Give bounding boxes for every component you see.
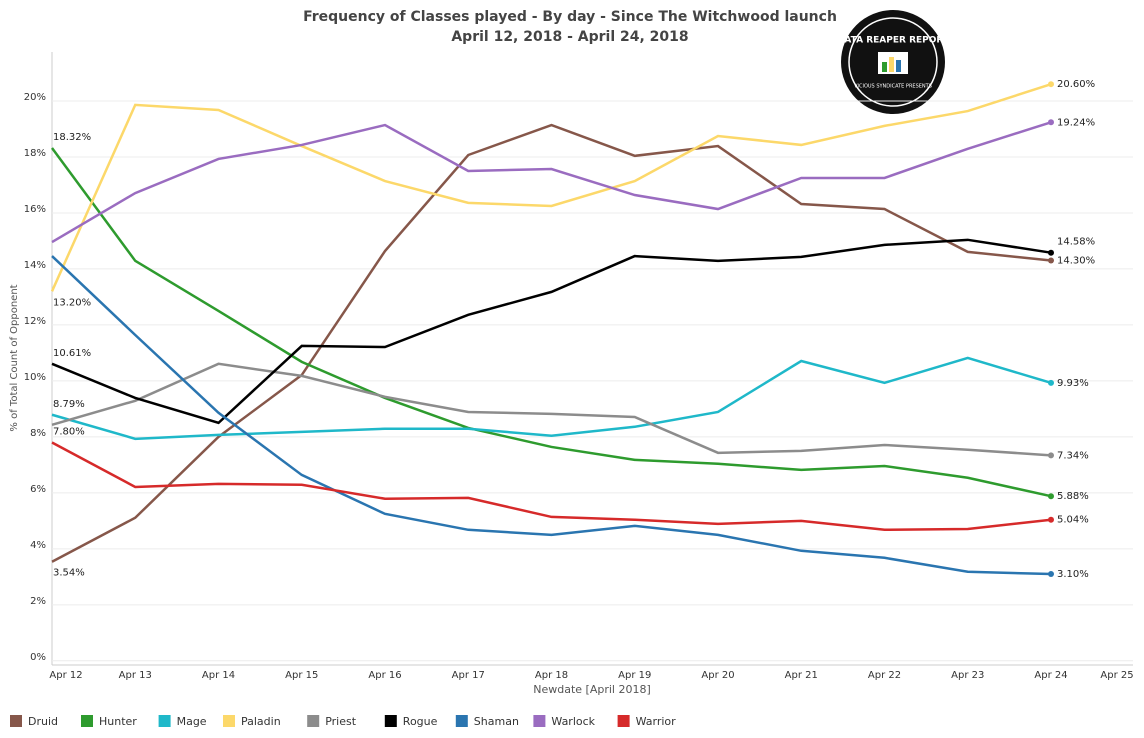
y-tick-label: 0%: [30, 652, 46, 663]
legend-swatch: [81, 715, 93, 727]
logo-icon: [882, 62, 887, 72]
end-point: [1048, 81, 1054, 88]
data-label: 7.80%: [53, 426, 85, 437]
y-tick-label: 8%: [30, 428, 46, 439]
data-label: 5.88%: [1057, 491, 1089, 502]
end-point: [1048, 452, 1054, 459]
data-label: 14.58%: [1057, 237, 1095, 248]
legend-label: Hunter: [99, 715, 137, 728]
series-line: [50, 147, 1052, 498]
x-tick-label: Apr 12: [49, 670, 82, 681]
series-line: [51, 362, 1052, 457]
data-label: 10.61%: [53, 348, 91, 359]
end-point: [1048, 257, 1054, 264]
logo: DATA REAPER REPORT VICIOUS SYNDICATE PRE…: [837, 10, 950, 114]
data-label: 5.04%: [1057, 515, 1089, 526]
logo-icon: [889, 57, 894, 72]
legend-swatch: [384, 715, 397, 727]
x-tick-label: Apr 21: [785, 670, 818, 681]
x-tick-label: Apr 23: [951, 670, 984, 681]
x-tick-label: Apr 15: [285, 670, 318, 681]
legend-swatch: [158, 715, 171, 727]
legend-label: Priest: [325, 715, 357, 728]
data-label: 19.24%: [1057, 117, 1095, 128]
x-tick-label: Apr 14: [202, 670, 235, 681]
logo-icon: [896, 60, 901, 72]
y-axis-label: % of Total Count of Opponent: [9, 284, 20, 431]
legend-swatch: [223, 715, 235, 727]
legend-label: Rogue: [403, 715, 438, 728]
y-tick-label: 14%: [24, 260, 46, 271]
x-tick-label: Apr 24: [1034, 670, 1067, 681]
logo-text: DATA REAPER REPORT: [837, 36, 950, 46]
y-tick-label: 18%: [24, 148, 46, 159]
legend-label: Paladin: [241, 715, 281, 728]
legend-label: Druid: [28, 715, 58, 728]
y-tick-label: 6%: [30, 484, 46, 495]
x-axis-label: Newdate [April 2018]: [533, 683, 651, 696]
series-line: [50, 82, 1052, 292]
y-tick-label: 20%: [24, 92, 46, 103]
y-tick-label: 12%: [24, 316, 46, 327]
y-tick-label: 16%: [24, 204, 46, 215]
x-tick-label: Apr 22: [868, 670, 901, 681]
x-tick-label: Apr 20: [701, 670, 734, 681]
legend-swatch: [455, 715, 468, 727]
legend-swatch: [533, 715, 546, 727]
end-point: [1048, 516, 1054, 523]
x-tick-label: Apr 16: [368, 670, 401, 681]
legend-label: Mage: [177, 715, 207, 728]
logo-subtext: VICIOUS SYNDICATE PRESENTS: [854, 84, 932, 90]
series-line: [51, 238, 1052, 425]
end-point: [1048, 379, 1054, 386]
chart-subtitle: April 12, 2018 - April 24, 2018: [451, 29, 688, 45]
logo-ring: [848, 17, 938, 107]
series-line: [51, 441, 1052, 532]
series-line: [51, 356, 1052, 441]
data-label: 14.30%: [1057, 256, 1095, 267]
legend-swatch: [307, 715, 320, 727]
data-label: 18.32%: [53, 132, 91, 143]
data-label: 9.93%: [1057, 378, 1089, 389]
y-tick-label: 4%: [30, 540, 46, 551]
x-tick-label: Apr 17: [452, 670, 485, 681]
data-label: 3.10%: [1057, 569, 1089, 580]
end-point: [1048, 493, 1054, 500]
x-tick-label: Apr 13: [119, 670, 152, 681]
y-tick-label: 10%: [24, 372, 46, 383]
x-tick-label: Apr 25: [1100, 670, 1133, 681]
series-line: [51, 255, 1052, 576]
legend-label: Warlock: [551, 715, 595, 728]
legend-swatch: [10, 715, 22, 727]
legend-label: Shaman: [474, 715, 519, 728]
data-label: 13.20%: [53, 297, 91, 308]
y-tick-label: 2%: [30, 596, 46, 607]
data-label: 8.79%: [53, 399, 85, 410]
series-line: [51, 121, 1052, 244]
legend-swatch: [617, 715, 630, 727]
data-label: 20.60%: [1057, 79, 1095, 90]
legend-label: Warrior: [636, 715, 677, 728]
chart-title: Frequency of Classes played - By day - S…: [303, 9, 837, 25]
data-label: 3.54%: [53, 568, 85, 579]
x-tick-label: Apr 18: [535, 670, 568, 681]
end-point: [1048, 571, 1054, 578]
end-point: [1048, 249, 1054, 256]
end-point: [1048, 119, 1054, 126]
x-tick-label: Apr 19: [618, 670, 651, 681]
data-label: 7.34%: [1057, 450, 1089, 461]
series-line: [51, 123, 1052, 563]
